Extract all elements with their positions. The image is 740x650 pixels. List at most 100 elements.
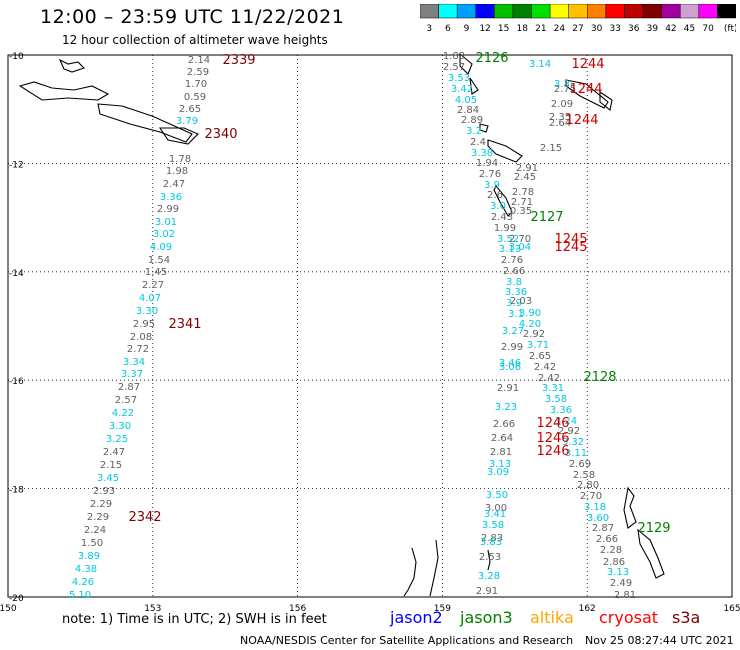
pass-label: 1244	[569, 82, 602, 97]
wave-height-value: 2.09	[551, 99, 573, 110]
wave-height-value: 1.45	[145, 267, 167, 278]
wave-height-value: 3.0	[490, 201, 506, 212]
coastline	[158, 127, 199, 145]
wave-height-value: 3.45	[97, 473, 119, 484]
coastline	[637, 528, 665, 579]
colorbar-tick: 6	[445, 24, 451, 34]
coastline	[429, 539, 439, 597]
legend-altika: altika	[530, 608, 574, 627]
wave-height-value: 2.35	[549, 112, 571, 123]
wave-height-value: 2.99	[501, 342, 523, 353]
pass-label: 2128	[583, 370, 616, 385]
wave-height-value: 2.76	[479, 169, 501, 180]
wave-height-value: 3.30	[109, 421, 131, 432]
credit-line: NOAA/NESDIS Center for Satellite Applica…	[240, 634, 574, 647]
pass-label: 1246	[536, 431, 569, 446]
colorbar-tick: (ft)	[724, 24, 736, 34]
wave-height-value: 3.30	[136, 306, 158, 317]
pass-label: 1245	[554, 232, 587, 247]
colorbar-tick: 42	[665, 24, 676, 34]
wave-height-value: 2.92	[523, 329, 545, 340]
wave-height-value: 3.36	[550, 405, 572, 416]
wave-height-value: 2.08	[130, 332, 152, 343]
wave-height-value: 2.75	[554, 84, 576, 95]
wave-height-value: 2.42	[534, 362, 556, 373]
wave-height-value: 2.93	[93, 486, 115, 497]
wave-height-value: 2.83	[481, 533, 503, 544]
wave-height-value: 3.14	[529, 59, 551, 70]
coastline	[459, 52, 473, 75]
wave-height-value: 3.8	[506, 277, 522, 288]
wave-height-value: 4.26	[72, 577, 94, 588]
wave-height-value: 2.45	[514, 172, 536, 183]
map-frame	[7, 54, 733, 598]
latitude-label: -18	[9, 486, 24, 496]
colorbar-tick: 9	[464, 24, 470, 34]
pass-label: 2126	[475, 51, 508, 66]
colorbar-tick: 15	[498, 24, 509, 34]
wave-height-value: 2.47	[163, 179, 185, 190]
wave-height-value: 3.38	[471, 148, 493, 159]
longitude-label: 165	[723, 604, 740, 614]
wave-height-value: 4.07	[139, 293, 161, 304]
coastline	[469, 77, 479, 95]
coastline	[58, 58, 86, 73]
wave-height-value: 3.1	[508, 309, 524, 320]
wave-height-value: 2.6	[487, 190, 503, 201]
wave-height-value: 2.92	[558, 426, 580, 437]
colorbar-tick: 24	[554, 24, 566, 34]
pass-label: 2339	[222, 53, 255, 68]
wave-height-value: 3.13	[489, 459, 511, 470]
legend-s3a: s3a	[672, 608, 701, 627]
legend-jason2: jason2	[390, 608, 443, 627]
wave-height-value: 3.28	[478, 571, 500, 582]
wave-height-value: 2.91	[516, 163, 538, 174]
coastline	[18, 81, 110, 101]
coastline	[97, 103, 193, 143]
wave-height-value: 2.27	[142, 280, 164, 291]
wave-height-value: 2.65	[179, 104, 201, 115]
colorbar-tick: 36	[628, 24, 640, 34]
longitude-label: 150	[0, 604, 17, 614]
wave-height-value: 3.90	[519, 308, 541, 319]
wave-height-value: 2.69	[569, 459, 591, 470]
wave-height-value: 1.50	[81, 538, 103, 549]
wave-height-value: 1.70	[185, 79, 207, 90]
colorbar-tick: 39	[647, 24, 659, 34]
wave-height-value: 2.81	[490, 447, 512, 458]
wave-height-value: 1.54	[148, 255, 170, 266]
latitude-label: -20	[9, 594, 24, 604]
wave-height-value: 3.58	[545, 394, 567, 405]
wave-height-value: 2.65	[529, 351, 551, 362]
wave-height-value: 3.36	[160, 192, 182, 203]
wave-height-value: 2.57	[115, 395, 137, 406]
longitude-label: 153	[144, 604, 161, 614]
longitude-label: 162	[579, 604, 596, 614]
wave-height-value: 2.70	[580, 491, 602, 502]
wave-height-value: 2.42	[538, 373, 560, 384]
map-subtitle: 12 hour collection of altimeter wave hei…	[62, 33, 328, 47]
wave-height-value: 3.46	[499, 358, 521, 369]
pass-label: 2127	[530, 210, 563, 225]
wave-height-value: 3.00	[485, 503, 507, 514]
wave-height-value: 4.05	[455, 95, 477, 106]
wave-height-value: 1.94	[476, 158, 498, 169]
wave-height-value: 3.06	[499, 362, 521, 373]
wave-height-value: 3.60	[587, 513, 609, 524]
colorbar-tick: 3	[426, 24, 432, 34]
pass-label: 2340	[204, 127, 237, 142]
wave-height-value: 3.24	[555, 416, 577, 427]
wave-height-value: 2.95	[133, 319, 155, 330]
wave-height-value: 1.78	[169, 154, 191, 165]
map-title: 12:00 – 23:59 UTC 11/22/2021	[40, 6, 345, 28]
wave-height-value: 2.80	[577, 480, 599, 491]
wave-height-value: 2.87	[118, 382, 140, 393]
wave-height-value: 2.78	[512, 187, 534, 198]
wave-height-value: 2.57	[443, 62, 465, 73]
wave-height-value: 3.13	[607, 567, 629, 578]
coastline	[487, 139, 523, 163]
wave-height-value: 2.76	[501, 255, 523, 266]
wave-height-value: 3.50	[486, 490, 508, 501]
wave-height-value: 3.01	[155, 217, 177, 228]
